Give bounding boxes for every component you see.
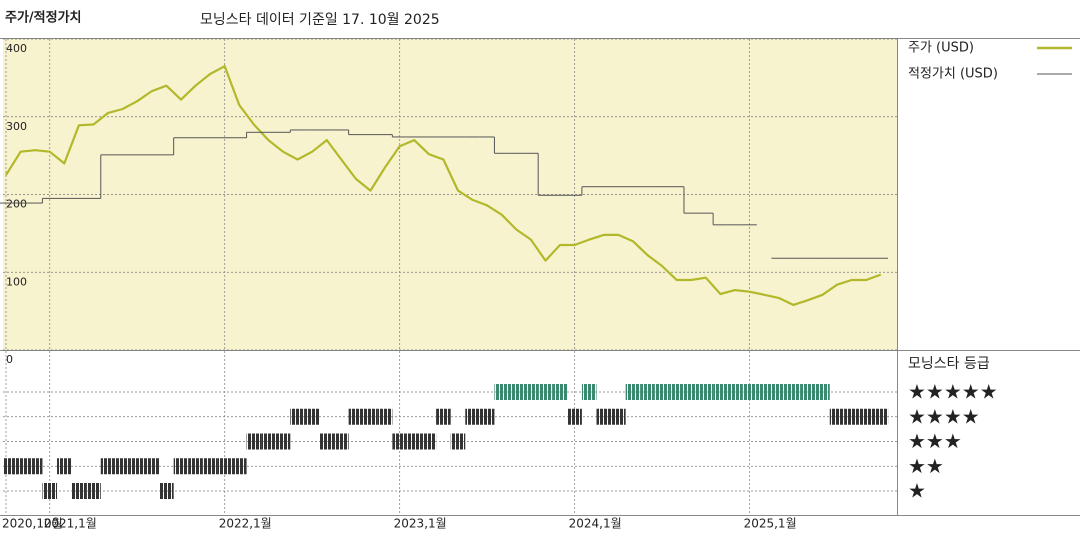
y-tick-label: 100 (6, 275, 27, 288)
rating-bar (756, 384, 772, 400)
rating-bar (144, 458, 160, 475)
rating-bar (231, 458, 247, 475)
rating-bar (815, 384, 830, 400)
rating-bar (290, 408, 305, 425)
rating-bar (552, 384, 568, 400)
rating-bar (742, 384, 757, 400)
rating-bar (698, 384, 714, 400)
rating-title: 모닝스타 등급 (908, 356, 990, 372)
rating-bar (800, 384, 816, 400)
rating-bar (334, 433, 349, 450)
rating-bar (625, 384, 641, 400)
rating-bar (115, 458, 130, 475)
rating-bar (275, 433, 291, 450)
rating-bar (450, 433, 466, 450)
rating-bar (100, 458, 116, 475)
rating-bar (363, 408, 378, 425)
rating-bar (173, 458, 189, 475)
x-tick-label: 2025,1월 (744, 517, 797, 531)
rating-bar (611, 408, 626, 425)
rating-bar (523, 384, 539, 400)
rating-bar (57, 458, 72, 475)
y-tick-label: 0 (6, 353, 13, 366)
rating-bar (786, 384, 801, 400)
rating-bar (479, 408, 495, 425)
rating-bar (436, 408, 451, 425)
rating-bar (596, 408, 612, 425)
legend-label: 적정가치 (USD) (908, 67, 998, 82)
x-tick-label: 2022,1월 (219, 517, 272, 531)
rating-bar (71, 483, 87, 499)
rating-bar (159, 483, 174, 499)
chart-title: 주가/적정가치 (5, 10, 82, 26)
rating-bar (348, 408, 364, 425)
rating-bar (494, 384, 510, 400)
rating-bar (509, 384, 524, 400)
rating-bar (217, 458, 232, 475)
rating-bar (421, 433, 437, 450)
rating-bar (377, 408, 393, 425)
rating-bar (858, 408, 874, 425)
rating-bar (13, 458, 28, 475)
rating-label: ★★★★★ (908, 380, 998, 404)
rating-bar (406, 433, 422, 450)
rating-label: ★ (908, 479, 926, 503)
rating-bar (319, 433, 335, 450)
rating-bar (188, 458, 203, 475)
legend-label: 주가 (USD) (908, 41, 974, 56)
rating-bar (42, 483, 58, 499)
y-tick-label: 400 (6, 42, 27, 55)
rating-bar (713, 384, 728, 400)
rating-bar (683, 384, 699, 400)
rating-bar (202, 458, 218, 475)
rating-bar (538, 384, 553, 400)
rating-bar (27, 458, 43, 475)
rating-bar (246, 433, 262, 450)
rating-bar (654, 384, 670, 400)
plot-background (3, 39, 897, 350)
x-tick-label: 2024,1월 (569, 517, 622, 531)
chart-subtitle: 모닝스타 데이터 기준일 17. 10월 2025 (200, 12, 440, 28)
rating-bar (392, 433, 407, 450)
x-tick-label: 2023,1월 (394, 517, 447, 531)
rating-bar (465, 408, 480, 425)
rating-bar (304, 408, 320, 425)
x-tick-label: 2021,1월 (44, 517, 97, 531)
rating-bar (844, 408, 859, 425)
rating-bar (581, 384, 597, 400)
rating-label: ★★★ (908, 429, 962, 453)
y-tick-label: 200 (6, 198, 27, 211)
rating-bar (86, 483, 101, 499)
price-line (5, 65, 882, 306)
rating-bar (771, 384, 787, 400)
y-tick-label: 300 (6, 120, 27, 133)
rating-bar (640, 384, 655, 400)
rating-bar (261, 433, 276, 450)
rating-bar (129, 458, 145, 475)
rating-bar (567, 408, 582, 425)
rating-bar (873, 408, 889, 425)
rating-bar (727, 384, 743, 400)
rating-bar (829, 408, 845, 425)
rating-label: ★★ (908, 454, 944, 478)
rating-bar (669, 384, 684, 400)
rating-label: ★★★★ (908, 404, 980, 428)
x-tick-label: 2020,10월 (2, 517, 63, 531)
